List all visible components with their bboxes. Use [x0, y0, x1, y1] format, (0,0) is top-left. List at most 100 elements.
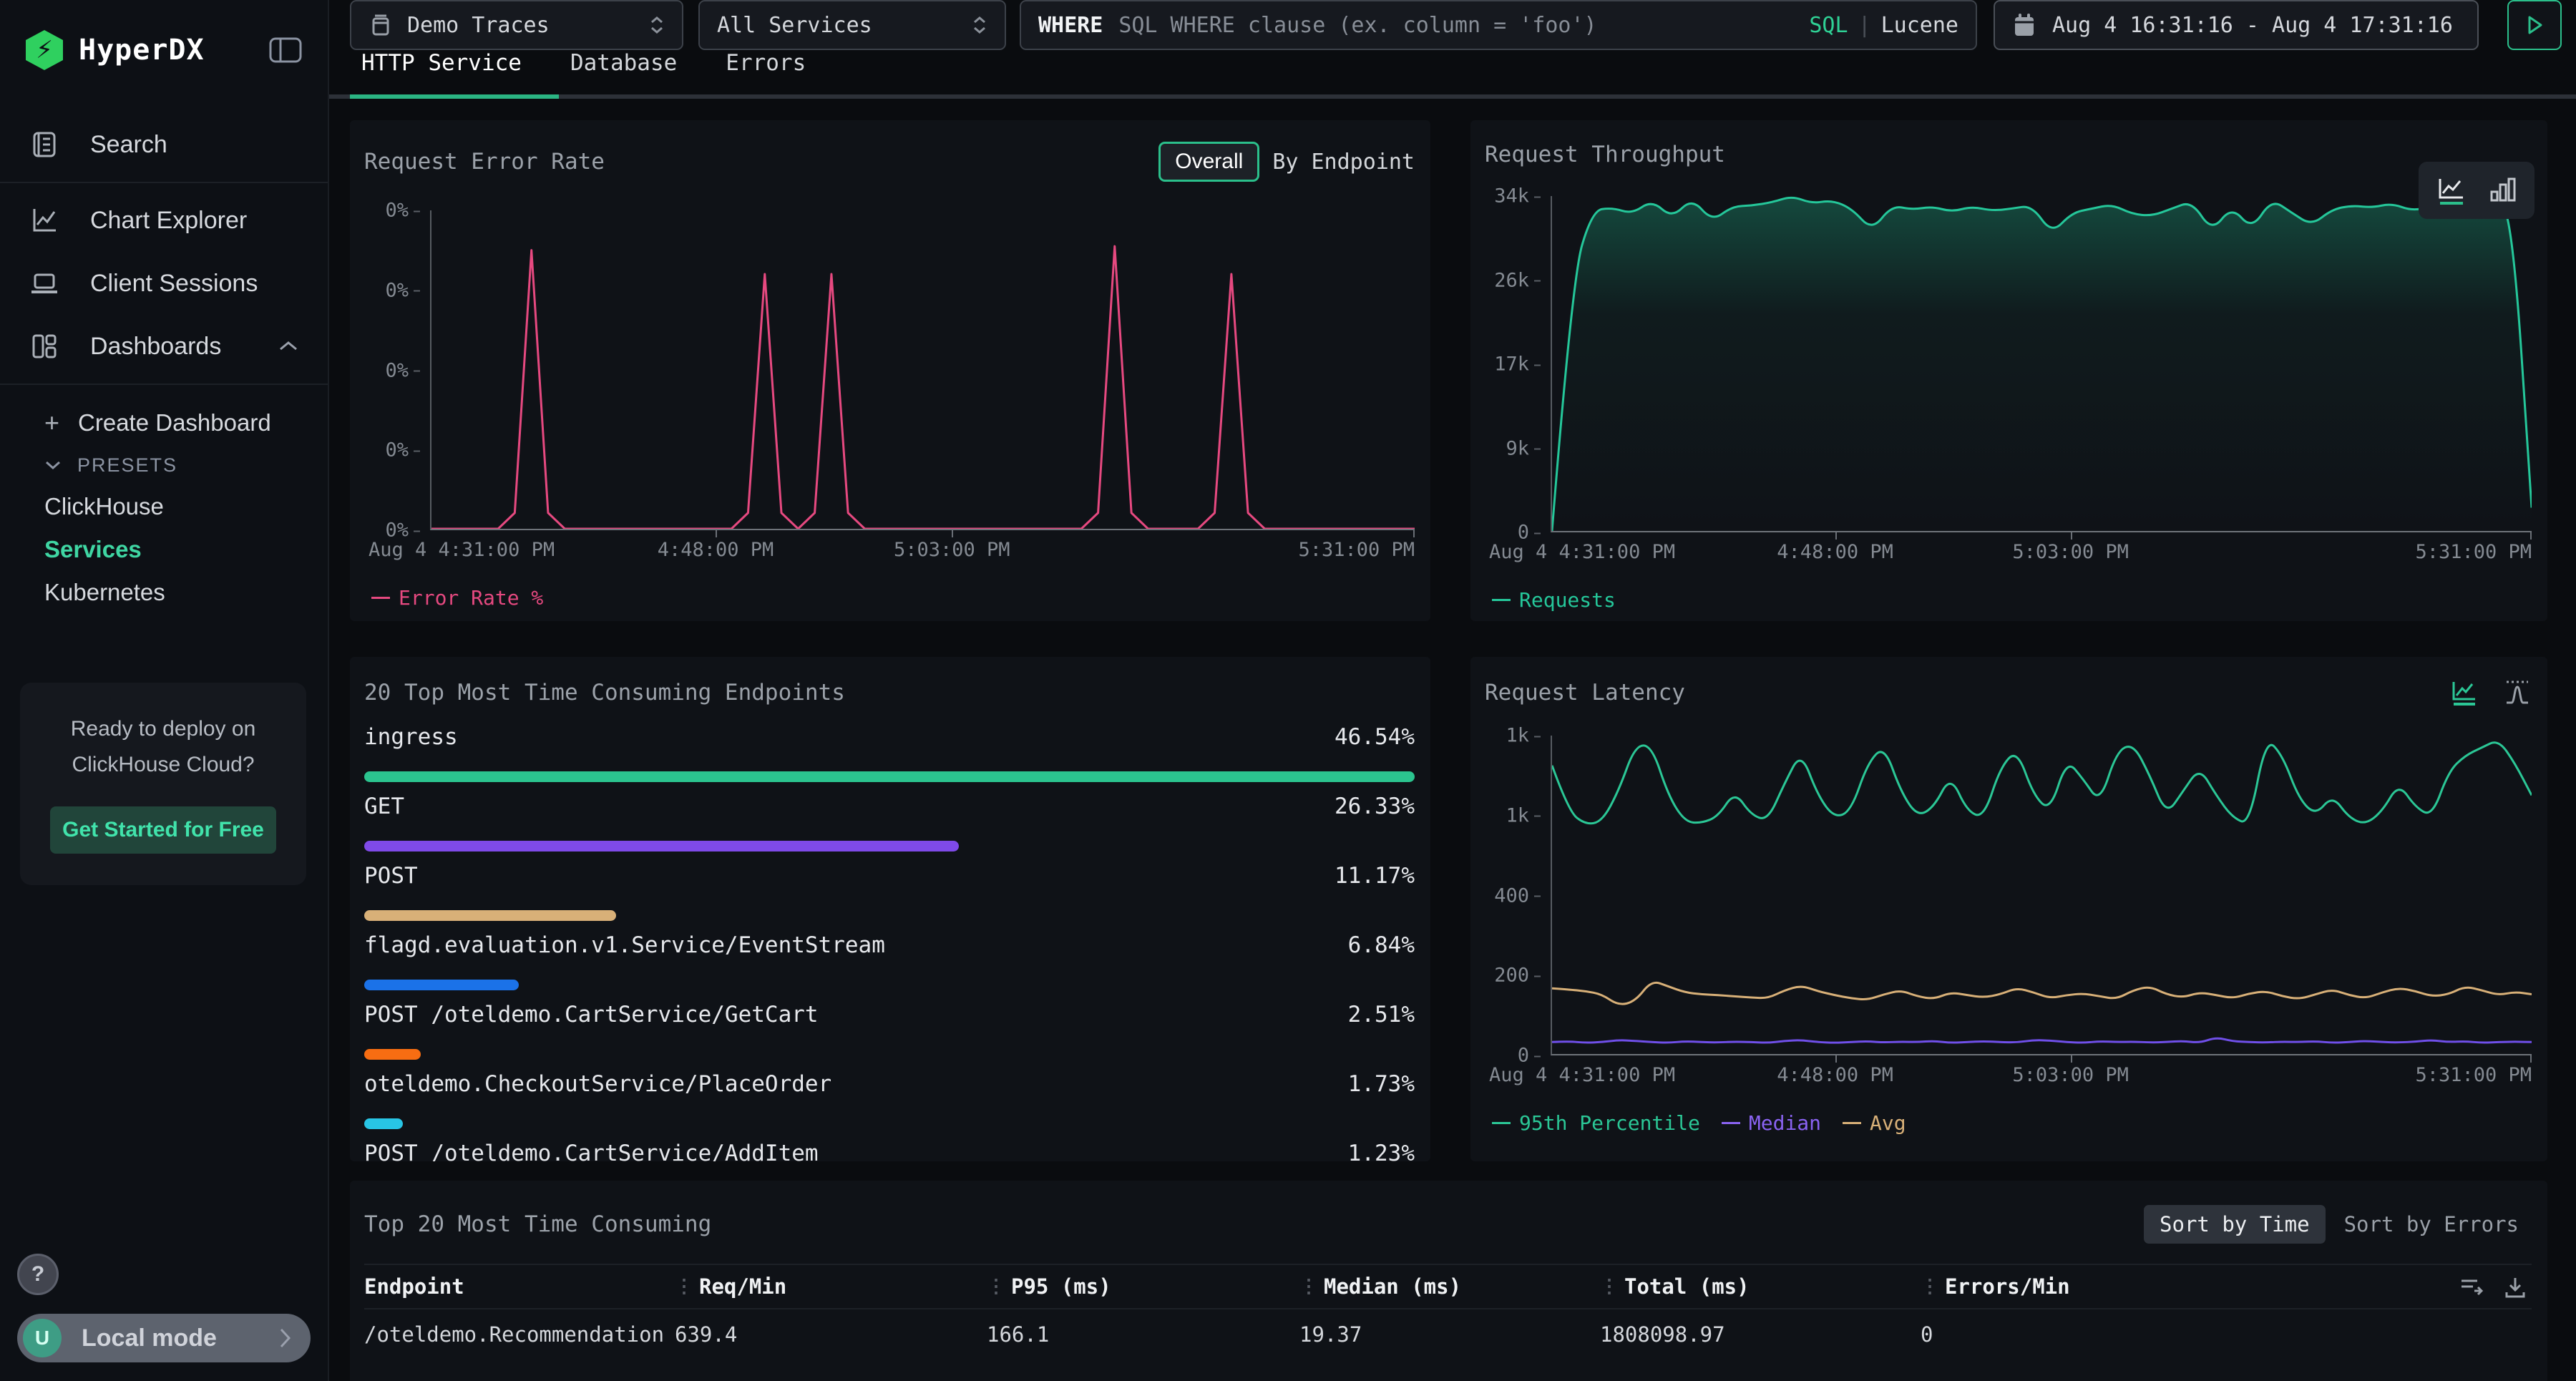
histogram-toggle-icon[interactable] [2503, 678, 2532, 707]
select-chevrons-icon [972, 16, 987, 34]
legend: 95th Percentile Median Avg [1492, 1111, 2532, 1135]
legend-dash [371, 597, 390, 599]
create-dashboard-button[interactable]: + Create Dashboard [0, 401, 328, 445]
legend: Error Rate % [371, 586, 1415, 610]
sidebar-item-clickhouse[interactable]: ClickHouse [0, 485, 328, 528]
tab-database[interactable]: Database [570, 50, 678, 76]
endpoint-row[interactable]: flagd.evaluation.v1.Service/EventStream 6… [364, 932, 1415, 1002]
sql-mode-toggle[interactable]: SQL [1809, 12, 1848, 38]
drag-handle-icon[interactable]: ⋮ [987, 1276, 1005, 1297]
endpoint-row[interactable]: oteldemo.CheckoutService/PlaceOrder 1.73% [364, 1071, 1415, 1141]
endpoint-row[interactable]: ingress 46.54% [364, 724, 1415, 794]
source-select[interactable]: Demo Traces [350, 0, 683, 50]
sidebar-item-client-sessions[interactable]: Client Sessions [0, 252, 328, 315]
column-header[interactable]: ⋮ Req/Min [675, 1274, 787, 1299]
table-row[interactable]: /oteldemo.RecommendationServ 639.4 166.1… [364, 1309, 2532, 1360]
where-input[interactable] [1118, 12, 1802, 38]
panel-title: 20 Top Most Time Consuming Endpoints [364, 680, 845, 706]
sidebar-item-search[interactable]: Search [0, 113, 328, 176]
laptop-icon [29, 268, 60, 299]
endpoint-label: POST [364, 863, 418, 889]
tab-http-service[interactable]: HTTP Service [350, 50, 559, 99]
sidebar-item-label: Search [90, 130, 167, 158]
sidebar-item-services[interactable]: Services [0, 528, 328, 571]
by-endpoint-toggle[interactable]: By Endpoint [1272, 149, 1415, 175]
drag-handle-icon[interactable]: ⋮ [675, 1276, 693, 1297]
drag-handle-icon[interactable]: ⋮ [1600, 1276, 1619, 1297]
panel-request-error-rate: Request Error Rate Overall By Endpoint 0… [350, 120, 1430, 621]
panel-title: Request Latency [1485, 680, 1685, 706]
service-select[interactable]: All Services [698, 0, 1006, 50]
endpoints-table: Endpoint ⋮ Req/Min ⋮ P95 (ms) ⋮ Median (ms)… [364, 1264, 2532, 1360]
panel-title: Top 20 Most Time Consuming [364, 1211, 712, 1237]
chevron-up-icon [278, 340, 299, 353]
endpoint-row[interactable]: POST 11.17% [364, 863, 1415, 932]
hyperdx-logo-icon: ⚡ [26, 30, 63, 70]
y-axis-labels: 0% 0% 0% 0% 0% [364, 200, 430, 542]
line-chart-toggle-icon[interactable] [2436, 175, 2467, 206]
legend-dash [1721, 1122, 1740, 1124]
column-header[interactable]: Endpoint [364, 1274, 464, 1299]
sidebar-item-label: Chart Explorer [90, 206, 248, 234]
avatar: U [23, 1319, 62, 1357]
bar-chart-toggle-icon[interactable] [2489, 175, 2517, 206]
sort-by-errors-button[interactable]: Sort by Errors [2343, 1212, 2519, 1236]
endpoint-value: 1.73% [1347, 1071, 1415, 1097]
column-header[interactable]: ⋮ Errors/Min [1921, 1274, 2070, 1299]
sort-toggle-group: Sort by Time Sort by Errors [2144, 1205, 2532, 1244]
endpoint-row[interactable]: GET 26.33% [364, 794, 1415, 863]
table-header-row: Endpoint ⋮ Req/Min ⋮ P95 (ms) ⋮ Median (ms)… [364, 1264, 2532, 1309]
plus-icon: + [44, 408, 60, 437]
dashboard-grid: Request Error Rate Overall By Endpoint 0… [329, 99, 2576, 1381]
sidebar-item-kubernetes[interactable]: Kubernetes [0, 571, 328, 614]
account-label: Local mode [82, 1324, 217, 1352]
throughput-plot[interactable] [1551, 196, 2532, 532]
panel-title: Request Throughput [1485, 142, 1725, 167]
source-select-value: Demo Traces [407, 12, 550, 38]
sidebar-collapse-icon[interactable] [269, 36, 302, 64]
panel-title: Request Error Rate [364, 149, 605, 175]
error-rate-plot[interactable] [430, 210, 1415, 530]
latency-chart [1552, 736, 2532, 1054]
help-button[interactable]: ? [17, 1254, 59, 1295]
service-select-value: All Services [717, 12, 872, 38]
column-header[interactable]: ⋮ P95 (ms) [987, 1274, 1111, 1299]
tab-errors[interactable]: Errors [726, 50, 806, 76]
column-header[interactable]: ⋮ Median (ms) [1299, 1274, 1462, 1299]
download-icon[interactable] [2503, 1275, 2527, 1299]
sidebar-item-dashboards[interactable]: Dashboards [0, 315, 328, 378]
panel-top-endpoints: 20 Top Most Time Consuming Endpoints ing… [350, 657, 1430, 1161]
endpoint-row[interactable]: POST /oteldemo.CartService/GetCart 2.51% [364, 1002, 1415, 1071]
endpoint-row[interactable]: POST /oteldemo.CartService/AddItem 1.23% [364, 1141, 1415, 1161]
y-axis-labels: 1k 1k 400 200 0 [1485, 725, 1551, 1067]
endpoint-list: ingress 46.54% GET 26.33% POST 11.17% flagd… [364, 724, 1415, 1161]
run-query-button[interactable] [2507, 0, 2562, 50]
sidebar-item-chart-explorer[interactable]: Chart Explorer [0, 189, 328, 252]
cloud-card-text: Ready to deploy on ClickHouse Cloud? [70, 717, 256, 776]
drag-handle-icon[interactable]: ⋮ [1299, 1276, 1318, 1297]
lucene-mode-toggle[interactable]: Lucene [1880, 12, 1958, 38]
endpoint-value: 26.33% [1335, 794, 1415, 819]
panel-top-20-table: Top 20 Most Time Consuming Sort by Time … [350, 1181, 2547, 1381]
sort-by-time-button[interactable]: Sort by Time [2144, 1205, 2326, 1244]
line-chart-toggle-icon[interactable] [2450, 678, 2479, 707]
sidebar: ⚡ HyperDX Search Chart Explorer [0, 0, 329, 1381]
latency-plot[interactable] [1551, 736, 2532, 1055]
column-header[interactable]: ⋮ Total (ms) [1600, 1274, 1750, 1299]
overall-toggle-button[interactable]: Overall [1158, 142, 1260, 182]
main-area: Demo Traces All Services WHERE SQL | Luc… [329, 0, 2576, 1381]
legend-dash [1492, 1122, 1511, 1124]
legend-label: 95th Percentile [1519, 1111, 1700, 1135]
drag-handle-icon[interactable]: ⋮ [1921, 1276, 1939, 1297]
account-menu[interactable]: U Local mode [17, 1314, 311, 1362]
tab-bar: HTTP Service Database Errors [329, 50, 2576, 99]
column-settings-icon[interactable] [2459, 1275, 2484, 1299]
sidebar-footer: ? U Local mode [0, 1254, 328, 1381]
cell-total: 1808098.97 [1600, 1322, 1725, 1347]
get-started-button[interactable]: Get Started for Free [50, 806, 276, 854]
legend-dash [1492, 599, 1511, 601]
endpoint-bar [364, 910, 617, 921]
daterange-picker[interactable]: Aug 4 16:31:16 - Aug 4 17:31:16 [1994, 0, 2479, 50]
presets-section-toggle[interactable]: PRESETS [0, 445, 328, 485]
